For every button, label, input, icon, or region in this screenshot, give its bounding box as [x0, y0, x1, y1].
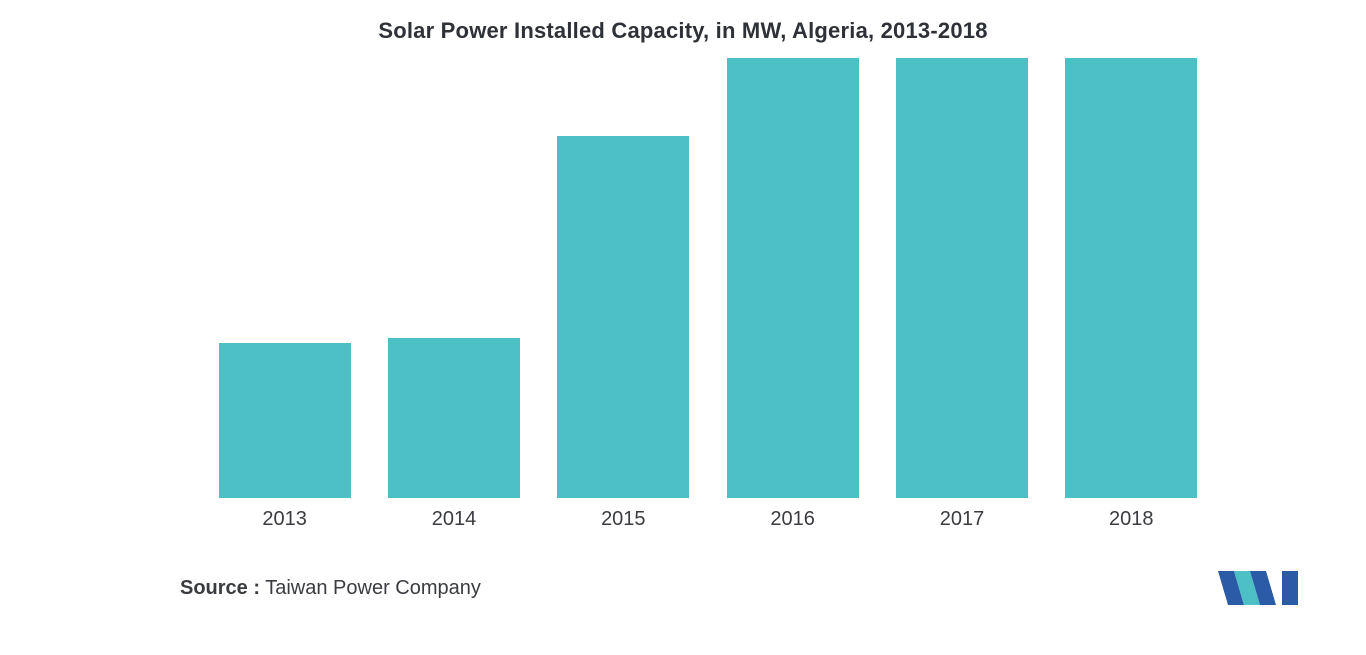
- bar: [727, 58, 859, 498]
- mi-logo: [1214, 563, 1306, 613]
- x-tick-label: 2015: [539, 498, 708, 531]
- mi-logo-icon: [1214, 563, 1306, 613]
- chart-container: Solar Power Installed Capacity, in MW, A…: [0, 0, 1366, 655]
- x-axis-labels: 201320142015201620172018: [200, 498, 1216, 531]
- bar-slot: [1047, 58, 1216, 498]
- source-text: Taiwan Power Company: [265, 577, 481, 599]
- bar: [1065, 58, 1197, 498]
- bar: [896, 58, 1028, 498]
- x-tick-label: 2017: [877, 498, 1046, 531]
- x-tick-label: 2018: [1047, 498, 1216, 531]
- chart-title: Solar Power Installed Capacity, in MW, A…: [60, 18, 1306, 44]
- bar-slot: [708, 58, 877, 498]
- bar-slot: [200, 58, 369, 498]
- x-tick-label: 2016: [708, 498, 877, 531]
- x-tick-label: 2013: [200, 498, 369, 531]
- bars-row: [200, 58, 1216, 498]
- bar-slot: [369, 58, 538, 498]
- source-label: Source :: [180, 577, 260, 599]
- bar: [557, 136, 689, 498]
- bar: [388, 338, 520, 498]
- chart-footer: Source : Taiwan Power Company: [180, 563, 1306, 613]
- plot-area: 201320142015201620172018: [60, 58, 1306, 498]
- bar-slot: [877, 58, 1046, 498]
- source-line: Source : Taiwan Power Company: [180, 577, 481, 600]
- x-tick-label: 2014: [369, 498, 538, 531]
- bar: [219, 343, 351, 498]
- bar-slot: [539, 58, 708, 498]
